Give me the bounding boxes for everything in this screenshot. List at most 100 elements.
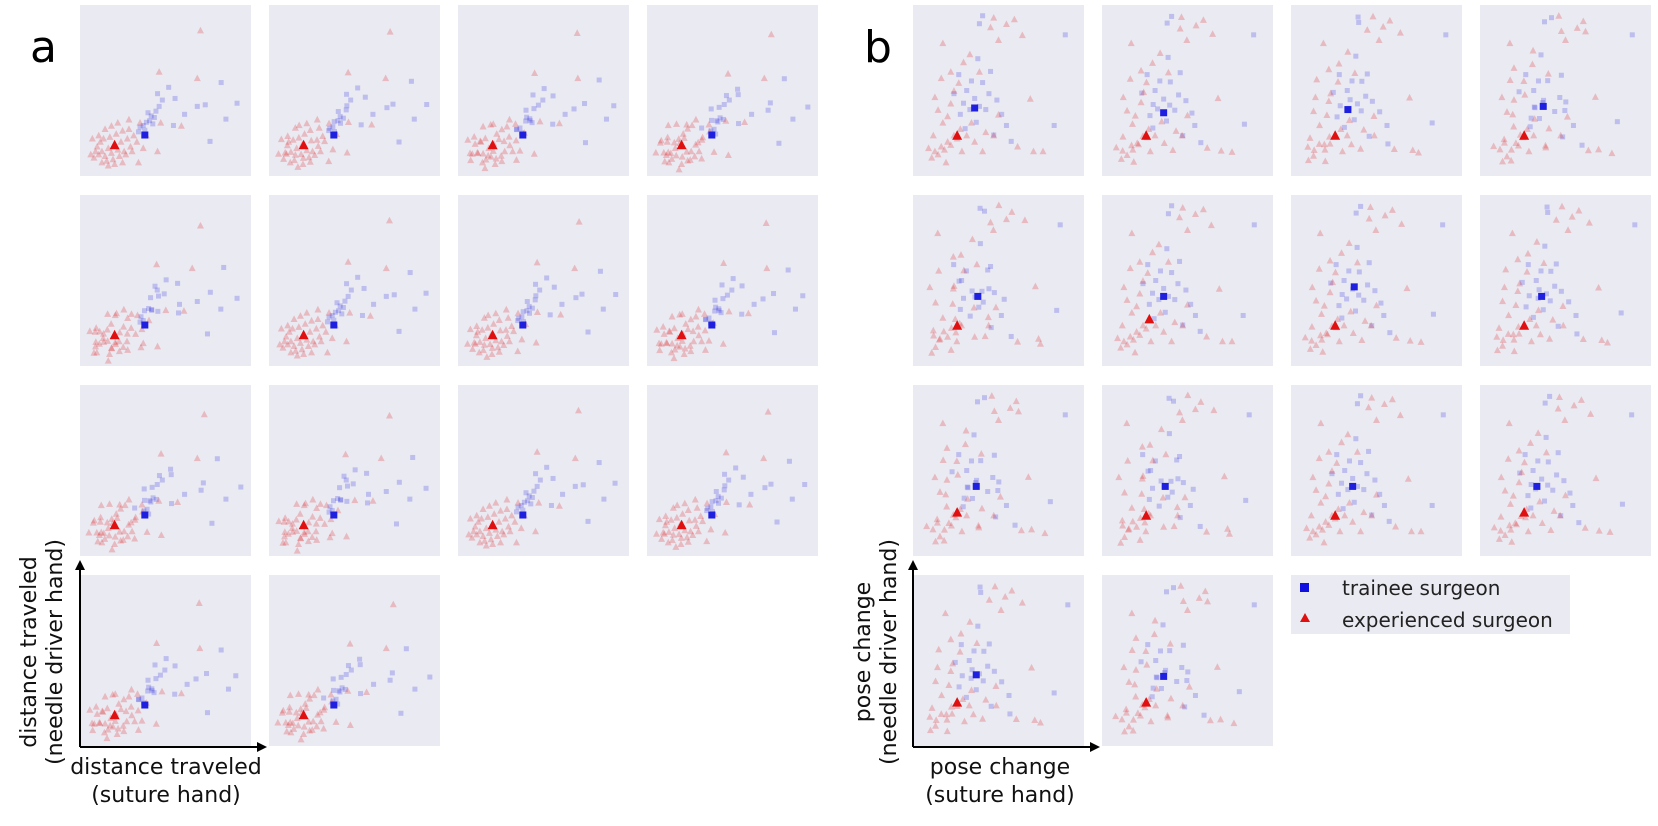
experienced-point [684,506,692,513]
experienced-point [101,535,109,542]
subplot-background [1102,5,1273,176]
experienced-point [498,125,506,133]
experienced-point [1496,145,1504,153]
trainee-point [1354,401,1360,407]
experienced-point [938,691,946,699]
experienced-point [1136,289,1144,297]
trainee-point [152,283,158,289]
trainee-point [1177,454,1183,460]
experienced-point [684,538,692,545]
experienced-point [1334,77,1342,85]
experienced-point [1349,329,1357,336]
experienced-point [1357,145,1365,152]
trainee-highlight-marker [972,671,980,679]
trainee-point [559,301,565,307]
experienced-point [1140,505,1148,512]
experienced-point [945,681,953,688]
experienced-point [502,326,510,333]
experienced-point [125,692,133,700]
experienced-point [676,343,684,350]
trainee-point [221,264,227,270]
experienced-point [473,322,481,329]
legend-label-experienced: experienced surgeon [1342,608,1553,632]
trainee-point [980,678,986,684]
experienced-point [477,138,485,145]
trainee-point [533,471,539,477]
experienced-point [953,337,961,345]
trainee-point [234,100,240,106]
experienced-point [343,337,351,345]
experienced-point [1125,678,1133,685]
experienced-point [1417,338,1425,345]
trainee-point [410,454,416,460]
experienced-point [744,309,752,317]
experienced-point [660,330,668,337]
experienced-point [725,307,733,315]
experienced-point [691,516,699,523]
experienced-point [681,499,689,507]
experienced-point [695,331,703,339]
experienced-point [344,258,352,265]
experienced-point [101,125,109,132]
experienced-point [155,68,163,75]
trainee-point [786,458,792,464]
trainee-point [214,456,220,462]
experienced-point [1121,488,1129,496]
experienced-point [287,337,295,345]
experienced-point [90,349,98,356]
trainee-point [534,483,540,489]
experienced-point [1203,144,1211,151]
experienced-point [1584,146,1592,154]
trainee-point [1001,296,1007,302]
experienced-point [286,718,294,726]
experienced-point [1326,256,1334,264]
trainee-point [585,329,591,335]
subplot-background [647,385,818,556]
trainee-point [1336,303,1342,309]
experienced-point [157,118,165,126]
experienced-point [1361,317,1369,324]
experienced-point [705,336,713,344]
experienced-point [1134,709,1142,716]
trainee-point [1180,322,1186,328]
experienced-point [982,695,990,703]
experienced-point [1301,333,1309,341]
experienced-point [694,322,702,330]
experienced-point [193,74,201,82]
experienced-point [286,703,294,711]
panel-a-label: a [30,22,57,73]
trainee-point [1140,452,1146,458]
trainee-point [1147,113,1153,119]
trainee-point [1539,476,1545,482]
experienced-point [119,126,127,134]
trainee-point [348,287,354,293]
experienced-point [940,327,948,335]
panel-b-subplot-11 [1291,385,1462,556]
trainee-point [964,484,970,490]
experienced-point [1125,525,1133,532]
trainee-point [391,292,397,298]
experienced-highlight-marker [1141,510,1152,520]
experienced-point [1142,647,1150,654]
experienced-point [346,308,354,316]
experienced-point [484,323,492,331]
experienced-point [304,342,312,350]
subplot-background [647,5,818,176]
experienced-point [701,326,709,334]
trainee-point [225,686,231,692]
experienced-point [1322,518,1330,525]
experienced-point [97,501,105,509]
trainee-point [1177,515,1183,521]
experienced-point [127,702,135,710]
experienced-point [516,146,524,154]
experienced-point [344,118,352,125]
experienced-point [1507,156,1515,164]
trainee-point [1175,476,1181,482]
experienced-point [1407,527,1415,535]
experienced-point [666,328,674,335]
experienced-point [308,726,316,733]
trainee-point [1148,468,1154,473]
experienced-point [1509,330,1517,338]
experienced-point [1120,337,1128,345]
experienced-point [322,328,330,335]
